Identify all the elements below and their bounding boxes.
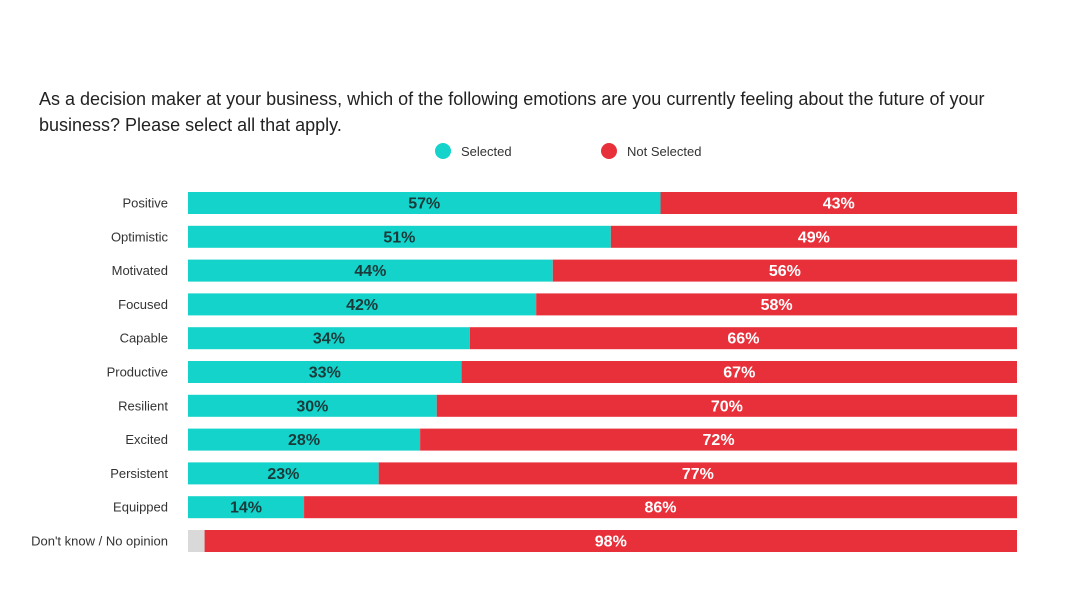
bar-segment-selected [188,293,537,316]
data-label-not-selected: 67% [723,365,755,382]
data-label-not-selected: 58% [761,297,793,314]
legend-item-selected: Selected [435,140,512,162]
chart-title: As a decision maker at your business, wh… [39,89,985,135]
bar-segment-selected [188,428,421,451]
data-label-selected: 34% [313,331,345,348]
category-label: Positive [122,196,168,211]
data-label-selected: 57% [408,196,440,213]
bar-row: Productive 33% 67% [107,361,1017,383]
bar-segment-selected [188,225,611,248]
category-label: Don't know / No opinion [31,534,168,549]
legend: Selected Not Selected [0,140,1080,162]
bar-segment-selected [188,361,462,383]
data-label-not-selected: 43% [823,196,855,213]
data-label-selected: 51% [383,229,415,246]
category-label: Focused [118,297,168,312]
bar-segment-not-selected [469,327,1017,350]
bar-segment-not-selected [536,293,1017,316]
data-label-not-selected: 98% [595,534,627,551]
bar-segment-selected [188,462,379,485]
bar-row: Focused 42% 58% [118,293,1017,316]
bar-segment-not-selected [552,259,1017,282]
bar-segment-selected [188,259,553,282]
legend-swatch-not-selected [601,143,617,159]
bar-row: Motivated 44% 56% [112,259,1017,282]
category-label: Motivated [112,263,168,278]
category-label: Productive [107,365,168,380]
category-label: Capable [120,331,168,346]
legend-swatch-selected [435,143,451,159]
bar-row: Capable 34% 66% [120,327,1017,350]
bar-row: Persistent 23% 77% [110,462,1017,485]
bar-segment-not-selected [304,496,1017,519]
data-label-not-selected: 86% [645,500,677,517]
bar-segment-not-selected [436,394,1017,417]
bar-segment-selected [188,496,305,519]
bar-row: Resilient 30% 70% [118,394,1017,417]
bar-segment-selected [188,327,470,350]
bar-segment-not-selected [660,192,1017,214]
data-label-selected: 23% [267,466,299,483]
category-label: Resilient [118,398,168,413]
bar-segment-selected [188,530,205,552]
legend-label-selected: Selected [461,143,512,159]
bar-row: Equipped 14% 86% [113,496,1017,519]
category-label: Equipped [113,500,168,515]
legend-item-not-selected: Not Selected [601,140,701,162]
bar-row: Positive 57% 43% [122,192,1017,214]
data-label-selected: 44% [354,263,386,280]
data-label-not-selected: 49% [798,229,830,246]
bar-segment-not-selected [204,530,1017,552]
category-label: Excited [125,432,168,447]
bar-row: Optimistic 51% 49% [111,225,1017,248]
bar-segment-not-selected [610,225,1017,248]
bar-segment-not-selected [378,462,1017,485]
data-label-not-selected: 56% [769,263,801,280]
category-label: Persistent [110,466,168,481]
bar-segment-not-selected [461,361,1017,383]
data-label-selected: 28% [288,432,320,449]
legend-label-not-selected: Not Selected [627,143,702,159]
bar-segment-selected [188,394,437,417]
data-label-selected: 14% [230,500,262,517]
category-label: Optimistic [111,229,169,244]
bar-row: Excited 28% 72% [125,428,1017,451]
data-label-selected: 42% [346,297,378,314]
data-label-selected: 33% [309,365,341,382]
bar-segment-selected [188,192,661,214]
data-label-not-selected: 77% [682,466,714,483]
data-label-selected: 30% [296,398,328,415]
data-label-not-selected: 66% [727,331,759,348]
bar-row: Don't know / No opinion 98% [31,530,1017,552]
data-label-not-selected: 72% [703,432,735,449]
bar-segment-not-selected [420,428,1017,451]
data-label-not-selected: 70% [711,398,743,415]
